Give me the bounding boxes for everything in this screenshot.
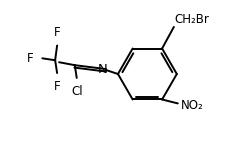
Text: NO₂: NO₂ [180, 99, 203, 112]
Text: CH₂Br: CH₂Br [174, 13, 209, 26]
Text: F: F [27, 52, 33, 65]
Text: Cl: Cl [71, 85, 82, 98]
Text: F: F [54, 26, 60, 39]
Text: N: N [97, 63, 107, 76]
Text: F: F [54, 80, 60, 93]
